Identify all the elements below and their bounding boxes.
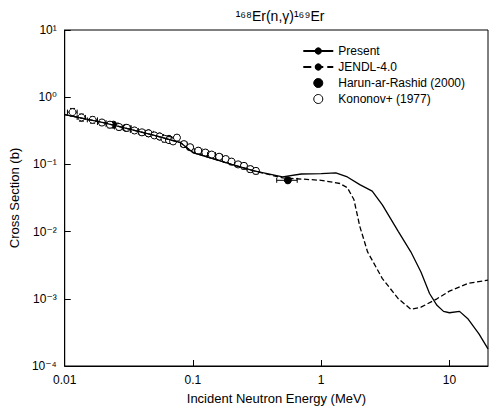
svg-text:Present: Present	[338, 44, 380, 58]
svg-text:¹⁶⁸Er(n,γ)¹⁶⁹Er: ¹⁶⁸Er(n,γ)¹⁶⁹Er	[236, 8, 325, 24]
svg-text:10⁻¹: 10⁻¹	[33, 157, 57, 171]
svg-text:10⁻²: 10⁻²	[33, 225, 57, 239]
svg-text:0.1: 0.1	[185, 373, 202, 387]
svg-text:Cross Section (b): Cross Section (b)	[7, 148, 22, 248]
svg-text:10⁻³: 10⁻³	[33, 292, 57, 306]
svg-text:10⁻⁴: 10⁻⁴	[32, 359, 57, 373]
svg-text:10⁰: 10⁰	[39, 90, 57, 104]
svg-text:10¹: 10¹	[39, 23, 56, 37]
svg-text:Incident Neutron Energy (MeV): Incident Neutron Energy (MeV)	[187, 391, 366, 406]
svg-text:10: 10	[443, 373, 457, 387]
svg-text:JENDL-4.0: JENDL-4.0	[338, 60, 397, 74]
svg-text:Kononov+ (1977): Kononov+ (1977)	[338, 92, 430, 106]
svg-text:0.01: 0.01	[53, 373, 77, 387]
svg-text:Harun-ar-Rashid (2000): Harun-ar-Rashid (2000)	[338, 76, 465, 90]
svg-text:1: 1	[318, 373, 325, 387]
